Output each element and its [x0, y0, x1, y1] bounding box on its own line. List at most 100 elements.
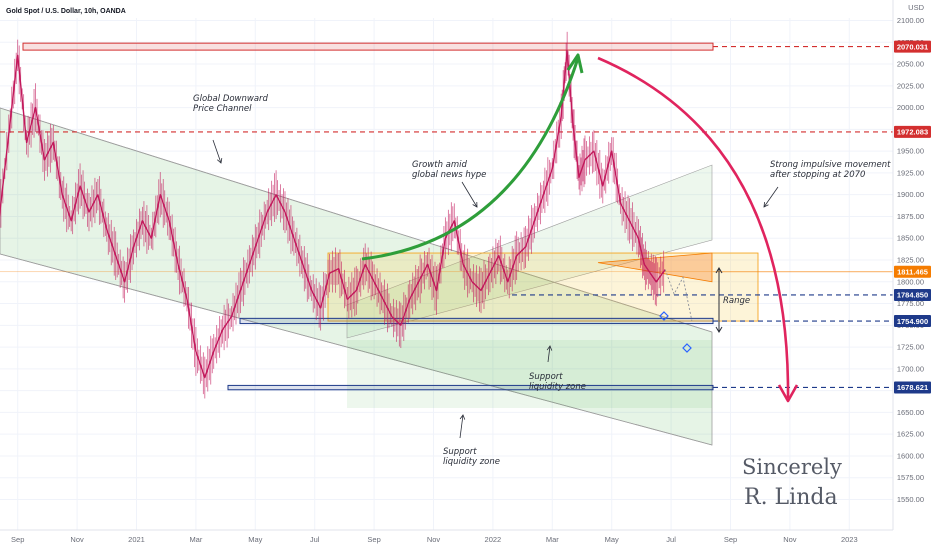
growth-pointer-head: [472, 201, 478, 208]
y-tick-label: 2025.00: [897, 81, 924, 90]
chart-title: Gold Spot / U.S. Dollar, 10h, OANDA: [6, 8, 126, 15]
y-tick-label: 1575.00: [897, 473, 924, 482]
growth-label: Growth amid global news hype: [412, 160, 486, 180]
channel-label-line: Price Channel: [193, 104, 252, 114]
x-ticks: Sep Nov 2021 Mar May Jul Sep Nov 2022 Mar May Jul Se…: [11, 535, 858, 544]
resistance-zone: [22, 42, 714, 51]
support-lower-label-line: liquidity zone: [443, 457, 500, 467]
annotations: Global Downward Price Channel Growth amid g…: [193, 94, 891, 467]
y-tick-label: 2050.00: [897, 60, 924, 69]
pink-arrow: [597, 56, 790, 399]
x-tick-label: 2021: [128, 535, 145, 544]
support-upper-pointer: [547, 345, 551, 363]
y-tick-label: 1600.00: [897, 451, 924, 460]
price-tag: [894, 265, 931, 278]
y-tick-label: 1625.00: [897, 430, 924, 439]
y-tick-label: 1900.00: [897, 190, 924, 199]
support-lower-pointer: [459, 414, 464, 439]
support-upper-label-line: Support: [529, 372, 563, 382]
y-tick-label: 1650.00: [897, 408, 924, 417]
y-tick-label: 1875.00: [897, 212, 924, 221]
price-tag: [894, 40, 931, 53]
price-tag-label: 1678.621: [897, 383, 928, 392]
y-tick-label: 1800.00: [897, 277, 924, 286]
signature-line-2: R. Linda: [744, 485, 838, 510]
impulse-label-line: Strong impulsive movement: [770, 160, 891, 170]
x-tick-label: Sep: [11, 535, 24, 544]
y-tick-label: 1550.00: [897, 495, 924, 504]
impulse-pointer-head: [763, 201, 769, 208]
support-lower-label-line: Support: [443, 447, 477, 457]
x-tick-label: Nov: [783, 535, 797, 544]
range-label: Range: [723, 296, 750, 306]
y-tick-label: 1700.00: [897, 364, 924, 373]
x-tick-label: 2023: [841, 535, 858, 544]
price-tag-label: 1754.900: [897, 317, 928, 326]
green-arrow-head: [566, 53, 584, 74]
x-tick-label: May: [248, 535, 262, 544]
target-marker: [682, 343, 692, 353]
channel-pointer: [212, 139, 222, 164]
x-tick-label: Sep: [724, 535, 737, 544]
green-arrow: [361, 57, 580, 261]
channel-pointer-head: [217, 158, 223, 164]
y-axis-label: USD: [908, 3, 924, 12]
price-tag-label: 2070.031: [897, 42, 928, 51]
support-lower-label: Support liquidity zone: [443, 447, 500, 467]
impulse-label: Strong impulsive movement after stopping …: [770, 160, 891, 180]
y-tick-label: 1775.00: [897, 299, 924, 308]
growth-pointer: [461, 181, 478, 208]
price-tag: [894, 288, 931, 301]
y-tick-label: 1725.00: [897, 343, 924, 352]
forecast-path: [664, 269, 693, 322]
x-tick-label: Mar: [546, 535, 559, 544]
price-tag-label: 1811.465: [897, 267, 928, 276]
x-tick-label: Sep: [367, 535, 380, 544]
target-marker: [659, 311, 669, 321]
x-tick-label: Nov: [427, 535, 441, 544]
channel-label-line: Global Downward: [193, 94, 269, 104]
price-series: [0, 31, 693, 399]
x-tick-label: Jul: [666, 535, 676, 544]
x-tick-label: 2022: [485, 535, 502, 544]
support-lower-pointer-head: [459, 414, 466, 420]
y-tick-label: 1950.00: [897, 147, 924, 156]
y-tick-label: 1825.00: [897, 256, 924, 265]
arrows: [212, 53, 799, 439]
price-line: [0, 50, 666, 379]
range-arrow-heads: [715, 267, 723, 333]
signature-line-1: Sincerely: [742, 455, 842, 479]
zones: [0, 42, 759, 446]
channel-lower-line: [0, 253, 713, 446]
y-tick-label: 2100.00: [897, 16, 924, 25]
x-tick-label: Mar: [189, 535, 202, 544]
price-tag-label: 1784.850: [897, 291, 928, 300]
impulse-pointer: [763, 186, 779, 208]
x-tick-label: Nov: [70, 535, 84, 544]
price-tag: [894, 315, 931, 328]
price-tags: 2070.031 1972.083 1811.465 1784.850 1754.900…: [894, 40, 931, 394]
support-upper-label-line: liquidity zone: [529, 382, 586, 392]
support-zone-upper: [239, 317, 714, 325]
price-tag: [894, 125, 931, 138]
pink-arrow-head: [777, 384, 799, 403]
growth-label-line: global news hype: [412, 170, 486, 180]
x-tick-label: Jul: [310, 535, 320, 544]
y-tick-label: 2000.00: [897, 103, 924, 112]
channel-label: Global Downward Price Channel: [193, 94, 269, 114]
y-tick-label: 1850.00: [897, 234, 924, 243]
support-zone-lower: [227, 384, 714, 391]
impulse-label-line: after stopping at 2070: [770, 170, 865, 180]
horizontal-levels: [0, 46, 893, 389]
price-tag: [894, 381, 931, 394]
growth-label-line: Growth amid: [412, 160, 468, 170]
y-tick-label: 1925.00: [897, 168, 924, 177]
support-upper-label: Support liquidity zone: [529, 372, 586, 392]
support-upper-pointer-head: [546, 345, 553, 351]
signature: Sincerely R. Linda: [742, 455, 842, 510]
x-tick-label: May: [605, 535, 619, 544]
y-ticks: 1550.001575.001600.001625.001650.001675.…: [897, 16, 924, 504]
support-shade: [347, 340, 712, 408]
price-tag-label: 1972.083: [897, 128, 928, 137]
